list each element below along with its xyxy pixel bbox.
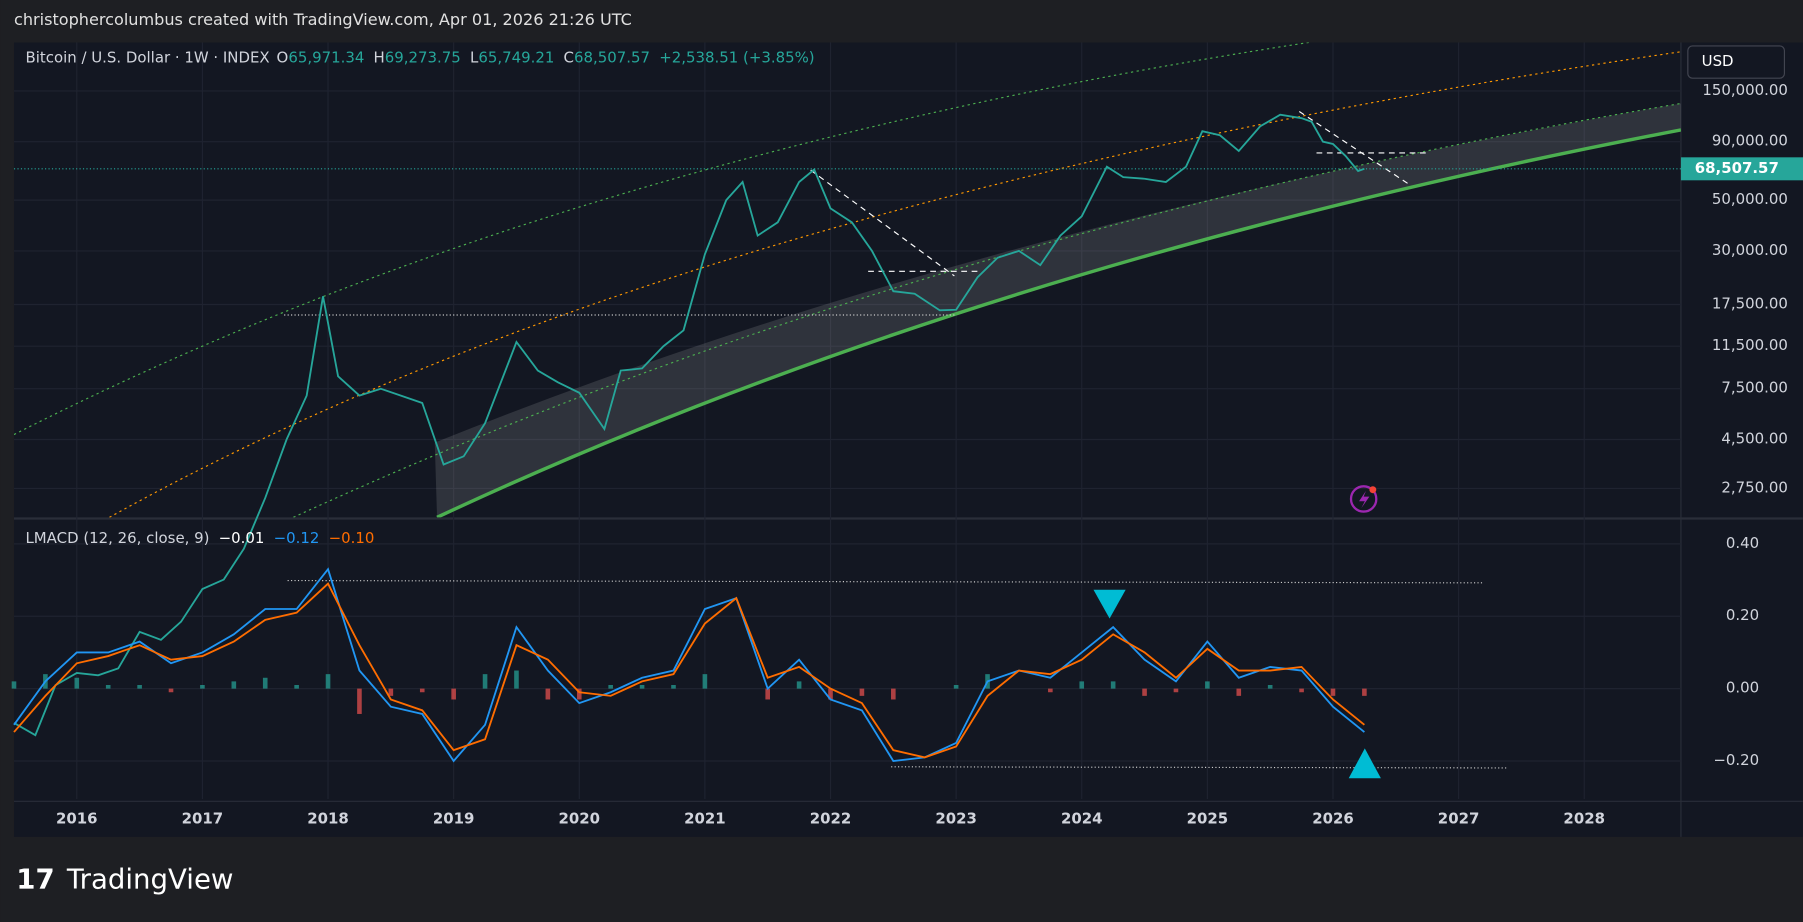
y-tick-label: 7,500.00 [1721,379,1788,397]
histogram-bar [514,670,519,689]
currency: USD [1702,52,1734,70]
y-tick-label: −0.20 [1713,751,1759,769]
histogram-bar [74,677,80,689]
histogram-bar [357,688,362,714]
histogram-bar [262,677,268,689]
y-tick-label: 150,000.00 [1702,81,1788,99]
last-price-box [1680,157,1803,181]
histogram-bar [545,688,551,700]
histogram-bar [891,688,896,700]
trend-line [1298,111,1409,185]
x-tick-label: 2022 [810,810,852,828]
alert-icon[interactable] [1349,485,1378,513]
histogram-bar [796,681,802,689]
alert-dot [1369,486,1377,494]
histogram-bar [576,688,582,700]
histogram-bar [828,688,833,700]
x-tick-label: 2023 [935,810,977,828]
x-tick-label: 2028 [1563,810,1605,828]
lower-curve [293,102,1681,518]
x-tick-label: 2025 [1187,810,1229,828]
histogram-bar [1079,681,1085,689]
logo: TradingView [66,863,234,896]
macd-line [13,567,1365,763]
histogram-bar [137,685,142,689]
histogram-bar [1299,688,1304,693]
trend-line [810,169,955,277]
band [434,103,1681,518]
histogram-bar [953,685,959,689]
histogram-bar [482,674,488,689]
histogram-bar [1267,685,1273,689]
x-tick-label: 2024 [1061,810,1103,828]
y-tick-label: 0.00 [1726,679,1759,697]
histogram-bar [419,688,425,693]
histogram-bar [1330,688,1336,696]
histogram-bar [451,688,456,700]
histogram-bar [671,685,676,689]
y-tick-label: 17,500.00 [1712,294,1788,312]
histogram-bar [765,688,770,700]
histogram-bar [608,685,613,689]
histogram-bar [1362,688,1367,696]
arrow-down [1093,589,1126,619]
symbol: Bitcoin / U.S. Dollar · 1W · INDEX O65,97… [25,49,814,67]
level-line [891,766,1507,769]
histogram-bar [105,685,111,689]
price-line [13,113,1365,737]
macd-legend: LMACD (12, 26, close, 9) −0.01 −0.12 −0.10 [25,529,374,547]
alert-icon-bolt [1359,490,1370,509]
last-price-label: 68,507.57 [1695,159,1779,177]
histogram-bar [325,674,331,689]
y-tick-label: 2,750.00 [1721,478,1788,496]
y-tick-label: 4,500.00 [1721,430,1788,448]
logo-mark: 17 [16,863,54,896]
header: christophercolumbus created with Trading… [14,10,632,29]
y-tick-label: 50,000.00 [1712,190,1788,208]
histogram-bar [294,685,299,689]
macd-drawings [287,579,1507,779]
x-tick-label: 2027 [1438,810,1480,828]
histogram-bar [200,685,205,689]
histogram-bar [639,685,645,689]
drawings [13,42,1681,518]
x-tick-label: 2021 [684,810,726,828]
arrow-up [1348,748,1381,779]
x-tick-label: 2017 [182,810,224,828]
x-tick-label: 2019 [433,810,475,828]
histogram-bar [231,681,237,689]
histogram-bar [388,688,394,696]
histogram-bar [702,674,708,689]
x-tick-label: 2020 [558,810,600,828]
histogram-bar [1048,688,1053,693]
y-tick-label: 0.40 [1726,534,1759,552]
x-tick-label: 2016 [56,810,98,828]
histogram-bar [859,688,865,696]
x-tick-label: 2026 [1312,810,1354,828]
y-tick-label: 11,500.00 [1712,336,1788,354]
y-tick-label: 30,000.00 [1712,241,1788,259]
histogram-bar [1110,681,1116,689]
histogram-bar [1205,681,1210,689]
histogram-bar [1173,688,1179,693]
support-curve [436,128,1681,518]
histogram-bar [1236,688,1242,696]
histogram-bar [11,681,17,689]
signal-line [13,582,1365,759]
histogram-bar [168,688,174,693]
y-tick-label: 0.20 [1726,606,1759,624]
x-tick-label: 2018 [307,810,349,828]
histogram-bar [1142,688,1147,696]
upper-curve [13,42,1313,436]
y-tick-label: 90,000.00 [1712,132,1788,150]
currency-button[interactable] [1687,45,1785,79]
